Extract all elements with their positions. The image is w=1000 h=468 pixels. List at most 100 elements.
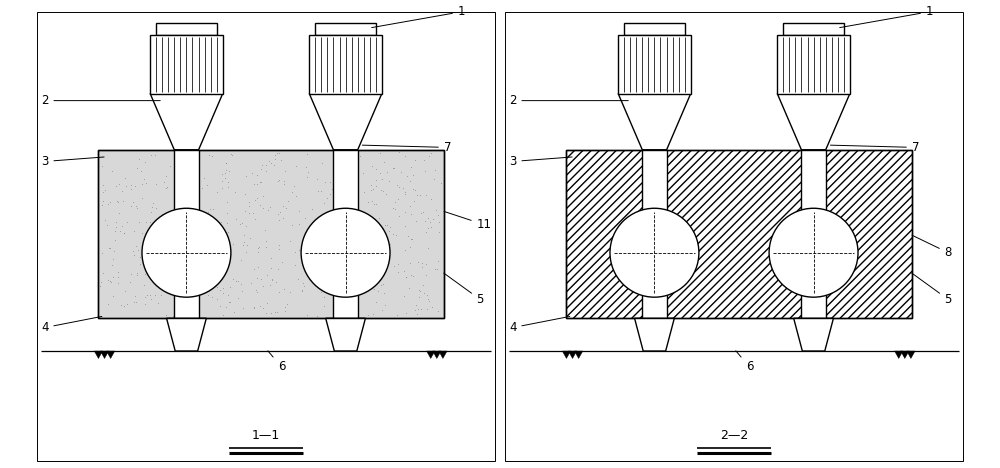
Point — [176, 174, 192, 181]
Point — [296, 283, 312, 290]
Point — [340, 172, 356, 179]
Point — [335, 184, 351, 192]
Point — [187, 278, 203, 286]
Point — [397, 152, 413, 160]
Point — [142, 243, 158, 250]
Point — [131, 155, 147, 162]
Point — [246, 265, 262, 272]
Point — [163, 223, 179, 230]
Point — [390, 260, 406, 268]
Point — [242, 234, 258, 241]
Point — [249, 171, 265, 179]
Point — [147, 237, 163, 245]
Point — [197, 285, 213, 293]
Point — [235, 241, 251, 249]
Bar — [309, 35, 382, 94]
Point — [178, 263, 194, 270]
Point — [252, 303, 268, 310]
Point — [397, 190, 413, 197]
Point — [147, 261, 163, 269]
Point — [177, 297, 193, 305]
Point — [357, 263, 373, 271]
Point — [299, 311, 315, 319]
Point — [173, 244, 189, 252]
Point — [267, 151, 283, 159]
Point — [241, 202, 257, 210]
Point — [205, 205, 221, 213]
Point — [245, 209, 261, 216]
Point — [358, 275, 374, 283]
Point — [404, 236, 420, 243]
Point — [214, 185, 230, 192]
Point — [130, 247, 146, 254]
Point — [169, 265, 185, 272]
Point — [368, 299, 384, 306]
Point — [368, 200, 384, 207]
Point — [119, 300, 135, 308]
Point — [147, 238, 163, 246]
Bar — [37, 12, 495, 461]
Point — [270, 178, 286, 185]
Point — [218, 160, 234, 167]
Point — [175, 292, 191, 299]
Point — [250, 248, 266, 256]
Point — [268, 278, 284, 285]
Point — [95, 189, 111, 196]
Point — [249, 274, 265, 282]
Point — [349, 274, 365, 281]
Point — [118, 183, 134, 190]
Bar — [618, 35, 691, 94]
Point — [271, 245, 287, 252]
Point — [101, 244, 117, 252]
Point — [396, 267, 412, 275]
Point — [153, 291, 169, 299]
Point — [359, 273, 375, 281]
Point — [189, 225, 205, 233]
Point — [169, 156, 185, 163]
Point — [387, 205, 403, 213]
Point — [334, 300, 350, 307]
Point — [255, 282, 271, 290]
Point — [176, 153, 192, 161]
Point — [190, 312, 206, 319]
Point — [241, 198, 257, 205]
Bar — [566, 150, 912, 318]
Bar — [566, 150, 912, 318]
Point — [209, 295, 225, 303]
Point — [346, 268, 362, 275]
Point — [154, 211, 170, 218]
Point — [136, 176, 152, 183]
Point — [95, 197, 111, 205]
Point — [312, 234, 328, 241]
Point — [420, 215, 436, 222]
Point — [186, 211, 202, 219]
Point — [372, 249, 388, 256]
Point — [220, 228, 236, 236]
Point — [212, 302, 228, 309]
Point — [107, 236, 123, 243]
Point — [128, 242, 144, 250]
Text: 1: 1 — [840, 5, 933, 28]
Point — [330, 218, 346, 226]
Point — [255, 304, 271, 312]
Point — [326, 230, 342, 238]
Point — [212, 286, 228, 293]
Point — [295, 280, 311, 287]
Point — [108, 218, 124, 226]
Point — [214, 251, 230, 259]
Point — [143, 208, 159, 215]
Point — [142, 291, 158, 299]
Text: 7: 7 — [830, 141, 919, 154]
Point — [162, 241, 178, 248]
Point — [258, 309, 274, 317]
Text: 2: 2 — [41, 94, 160, 107]
Point — [386, 263, 402, 270]
Point — [133, 167, 149, 175]
Point — [214, 170, 230, 178]
Point — [213, 219, 229, 226]
Point — [403, 271, 419, 279]
Point — [199, 270, 215, 277]
Point — [381, 177, 397, 184]
Point — [142, 265, 158, 273]
Point — [136, 281, 152, 289]
